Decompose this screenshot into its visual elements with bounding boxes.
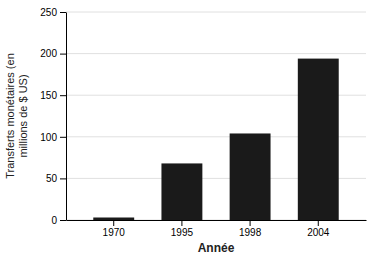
tick-label: 150 bbox=[40, 90, 57, 101]
chart-container: 1970 1995 1998 2004 0 50 100 150 200 250 Année Tran… bbox=[0, 0, 380, 260]
y-axis-title: Transferts monétaires (enmillions de $ U… bbox=[4, 53, 29, 179]
grid bbox=[66, 12, 366, 220]
tick-mark bbox=[60, 178, 66, 179]
bars bbox=[93, 59, 338, 220]
y-tick: 200 bbox=[40, 48, 66, 59]
grid-line bbox=[66, 12, 366, 13]
y-tick: 50 bbox=[46, 173, 66, 184]
y-axis: 0 50 100 150 200 250 bbox=[40, 7, 66, 226]
tick-mark bbox=[60, 137, 66, 138]
grid-line bbox=[66, 53, 366, 54]
tick-mark bbox=[60, 54, 66, 55]
y-axis-title-line: millions de $ US) bbox=[17, 74, 29, 157]
y-tick: 150 bbox=[40, 90, 66, 101]
tick-label: 1970 bbox=[103, 227, 126, 238]
tick-mark bbox=[181, 220, 182, 226]
tick-mark bbox=[60, 12, 66, 13]
bar bbox=[93, 218, 134, 220]
bar bbox=[230, 133, 271, 220]
chart-svg: 1970 1995 1998 2004 0 50 100 150 200 250 Année Tran… bbox=[0, 0, 380, 260]
x-axis-title: Année bbox=[198, 241, 235, 255]
axis-line bbox=[66, 13, 67, 221]
tick-mark bbox=[318, 220, 319, 226]
bar bbox=[298, 59, 339, 220]
y-tick: 100 bbox=[40, 132, 66, 143]
x-tick: 2004 bbox=[307, 220, 330, 238]
tick-label: 1995 bbox=[171, 227, 194, 238]
tick-label: 1998 bbox=[239, 227, 262, 238]
y-tick: 0 bbox=[51, 215, 66, 226]
plot-area: 1970 1995 1998 2004 0 50 100 150 200 250 bbox=[40, 7, 366, 238]
tick-label: 100 bbox=[40, 132, 57, 143]
tick-label: 2004 bbox=[307, 227, 330, 238]
tick-mark bbox=[60, 95, 66, 96]
tick-label: 0 bbox=[51, 215, 57, 226]
y-tick: 250 bbox=[40, 7, 66, 18]
y-axis-title-line: Transferts monétaires (en bbox=[4, 53, 16, 179]
tick-mark bbox=[60, 220, 66, 221]
tick-mark bbox=[113, 220, 114, 226]
x-tick: 1998 bbox=[239, 220, 262, 238]
tick-mark bbox=[250, 220, 251, 226]
tick-label: 50 bbox=[46, 173, 58, 184]
x-tick: 1995 bbox=[171, 220, 194, 238]
x-tick: 1970 bbox=[103, 220, 126, 238]
bar bbox=[161, 163, 202, 220]
x-axis: 1970 1995 1998 2004 bbox=[67, 220, 367, 238]
axis-line bbox=[67, 220, 367, 221]
tick-label: 250 bbox=[40, 7, 57, 18]
tick-label: 200 bbox=[40, 48, 57, 59]
